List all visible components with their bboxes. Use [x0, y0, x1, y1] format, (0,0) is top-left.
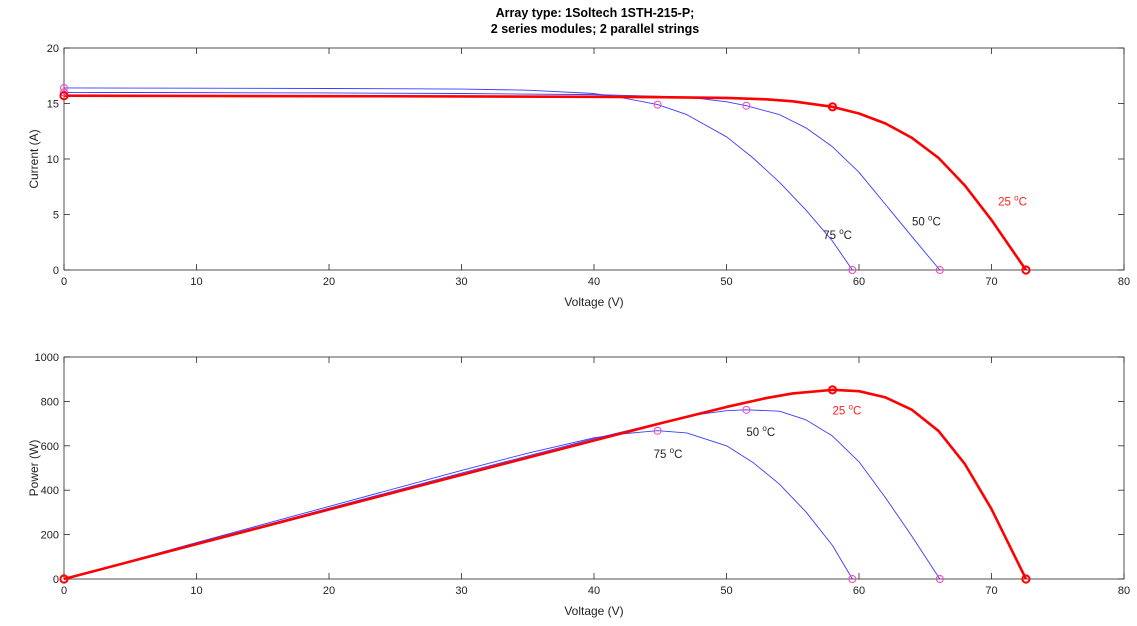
pv-marker-2-1 — [653, 426, 662, 435]
pv-series-line-0 — [63, 388, 1028, 581]
pv-xtick-label: 20 — [323, 585, 335, 597]
pv-curve-plot: 0 10 20 30 40 50 60 70 8002004006008001000Voltag… — [27, 352, 1130, 618]
label-degree: o — [762, 424, 767, 433]
pv-marker-0-1 — [827, 385, 838, 395]
pv-xtick-label: 10 — [190, 585, 202, 597]
label-number: 75 — [654, 449, 670, 461]
iv-xtick-label: 60 — [853, 276, 865, 288]
pv-ylabel: Power (W) — [27, 440, 41, 497]
pv-xtick-label: 0 — [61, 585, 67, 597]
label-unit: C — [853, 406, 861, 418]
label-number: 75 — [823, 230, 839, 242]
iv-xlabel: Voltage (V) — [564, 295, 623, 309]
iv-ytick-label: 0 — [53, 265, 59, 277]
pv-xtick-label: 70 — [985, 585, 997, 597]
iv-marker-0-0 — [59, 91, 69, 101]
iv-xtick-label: 80 — [1118, 276, 1130, 288]
iv-series-label-0: 25 oC — [998, 194, 1027, 209]
pv-ytick-label: 1000 — [35, 352, 59, 364]
iv-marker-2-1 — [653, 100, 662, 109]
iv-xtick-label: 50 — [720, 276, 732, 288]
iv-series-label-1: 50 oC — [912, 214, 941, 229]
iv-ylabel: Current (A) — [27, 129, 41, 188]
iv-xtick-label: 0 — [61, 276, 67, 288]
pv-xlabel: Voltage (V) — [564, 604, 623, 618]
title-line-1: Array type: 1Soltech 1STH-215-P; — [495, 6, 695, 20]
iv-marker-0-2 — [1021, 265, 1031, 275]
label-degree: o — [849, 403, 854, 412]
pv-ytick-label: 800 — [41, 396, 59, 408]
iv-series-label-2: 75 oC — [823, 227, 852, 242]
iv-ytick-label: 20 — [47, 43, 59, 55]
pv-marker-0-0 — [59, 574, 69, 584]
pv-ytick-label: 200 — [41, 530, 59, 542]
iv-series-line-1 — [63, 91, 941, 271]
label-number: 50 — [746, 427, 762, 439]
pv-marker-1-1 — [742, 405, 751, 414]
iv-marker-1-0 — [60, 88, 68, 97]
pv-xtick-label: 30 — [455, 585, 467, 597]
pv-marker-0-2 — [1021, 574, 1031, 584]
label-degree: o — [670, 446, 675, 455]
pv-xtick-label: 50 — [720, 585, 732, 597]
iv-xtick-label: 40 — [588, 276, 600, 288]
label-number: 50 — [912, 217, 928, 229]
label-unit: C — [844, 230, 852, 242]
iv-xtick-label: 20 — [323, 276, 335, 288]
title-line-2: 2 series modules; 2 parallel strings — [490, 22, 700, 36]
iv-ytick-label: 10 — [47, 154, 59, 166]
label-degree: o — [928, 214, 933, 223]
pv-ytick-label: 400 — [41, 485, 59, 497]
iv-marker-0-1 — [827, 102, 838, 112]
iv-axes-box — [63, 47, 1125, 271]
pv-axes-box — [63, 356, 1125, 580]
iv-xtick-label: 30 — [455, 276, 467, 288]
iv-xtick-label: 10 — [190, 276, 202, 288]
pv-series-line-1 — [63, 409, 941, 580]
pv-ytick-label: 600 — [41, 441, 59, 453]
pv-marker-2-2 — [848, 575, 857, 583]
label-unit: C — [674, 449, 682, 461]
iv-xtick-label: 70 — [985, 276, 997, 288]
iv-marker-1-2 — [935, 266, 944, 274]
pv-xtick-label: 80 — [1118, 585, 1130, 597]
pv-series-label-1: 50 oC — [746, 424, 775, 439]
label-degree: o — [1014, 194, 1019, 203]
pv-ytick-label: 0 — [53, 574, 59, 586]
label-unit: C — [932, 217, 940, 229]
pv-series-label-2: 75 oC — [654, 446, 683, 461]
iv-series-line-0 — [63, 94, 1028, 271]
pv-marker-1-2 — [935, 575, 944, 583]
label-number: 25 — [833, 406, 849, 418]
iv-series-line-2 — [63, 87, 853, 271]
label-unit: C — [1019, 197, 1027, 209]
iv-ytick-label: 5 — [53, 210, 59, 222]
pv-series-label-0: 25 oC — [833, 403, 862, 418]
iv-marker-2-2 — [848, 266, 857, 274]
label-degree: o — [839, 227, 844, 236]
pv-series-line-2 — [63, 430, 853, 580]
iv-ytick-label: 15 — [47, 99, 59, 111]
iv-marker-1-1 — [742, 101, 751, 110]
iv-curve-plot: 0 10 20 30 40 50 60 70 80 0 5 10 15 20 Voltage (V) Curr… — [27, 43, 1130, 309]
pv-xtick-label: 60 — [853, 585, 865, 597]
label-number: 25 — [998, 197, 1014, 209]
pv-xtick-label: 40 — [588, 585, 600, 597]
label-unit: C — [767, 427, 775, 439]
